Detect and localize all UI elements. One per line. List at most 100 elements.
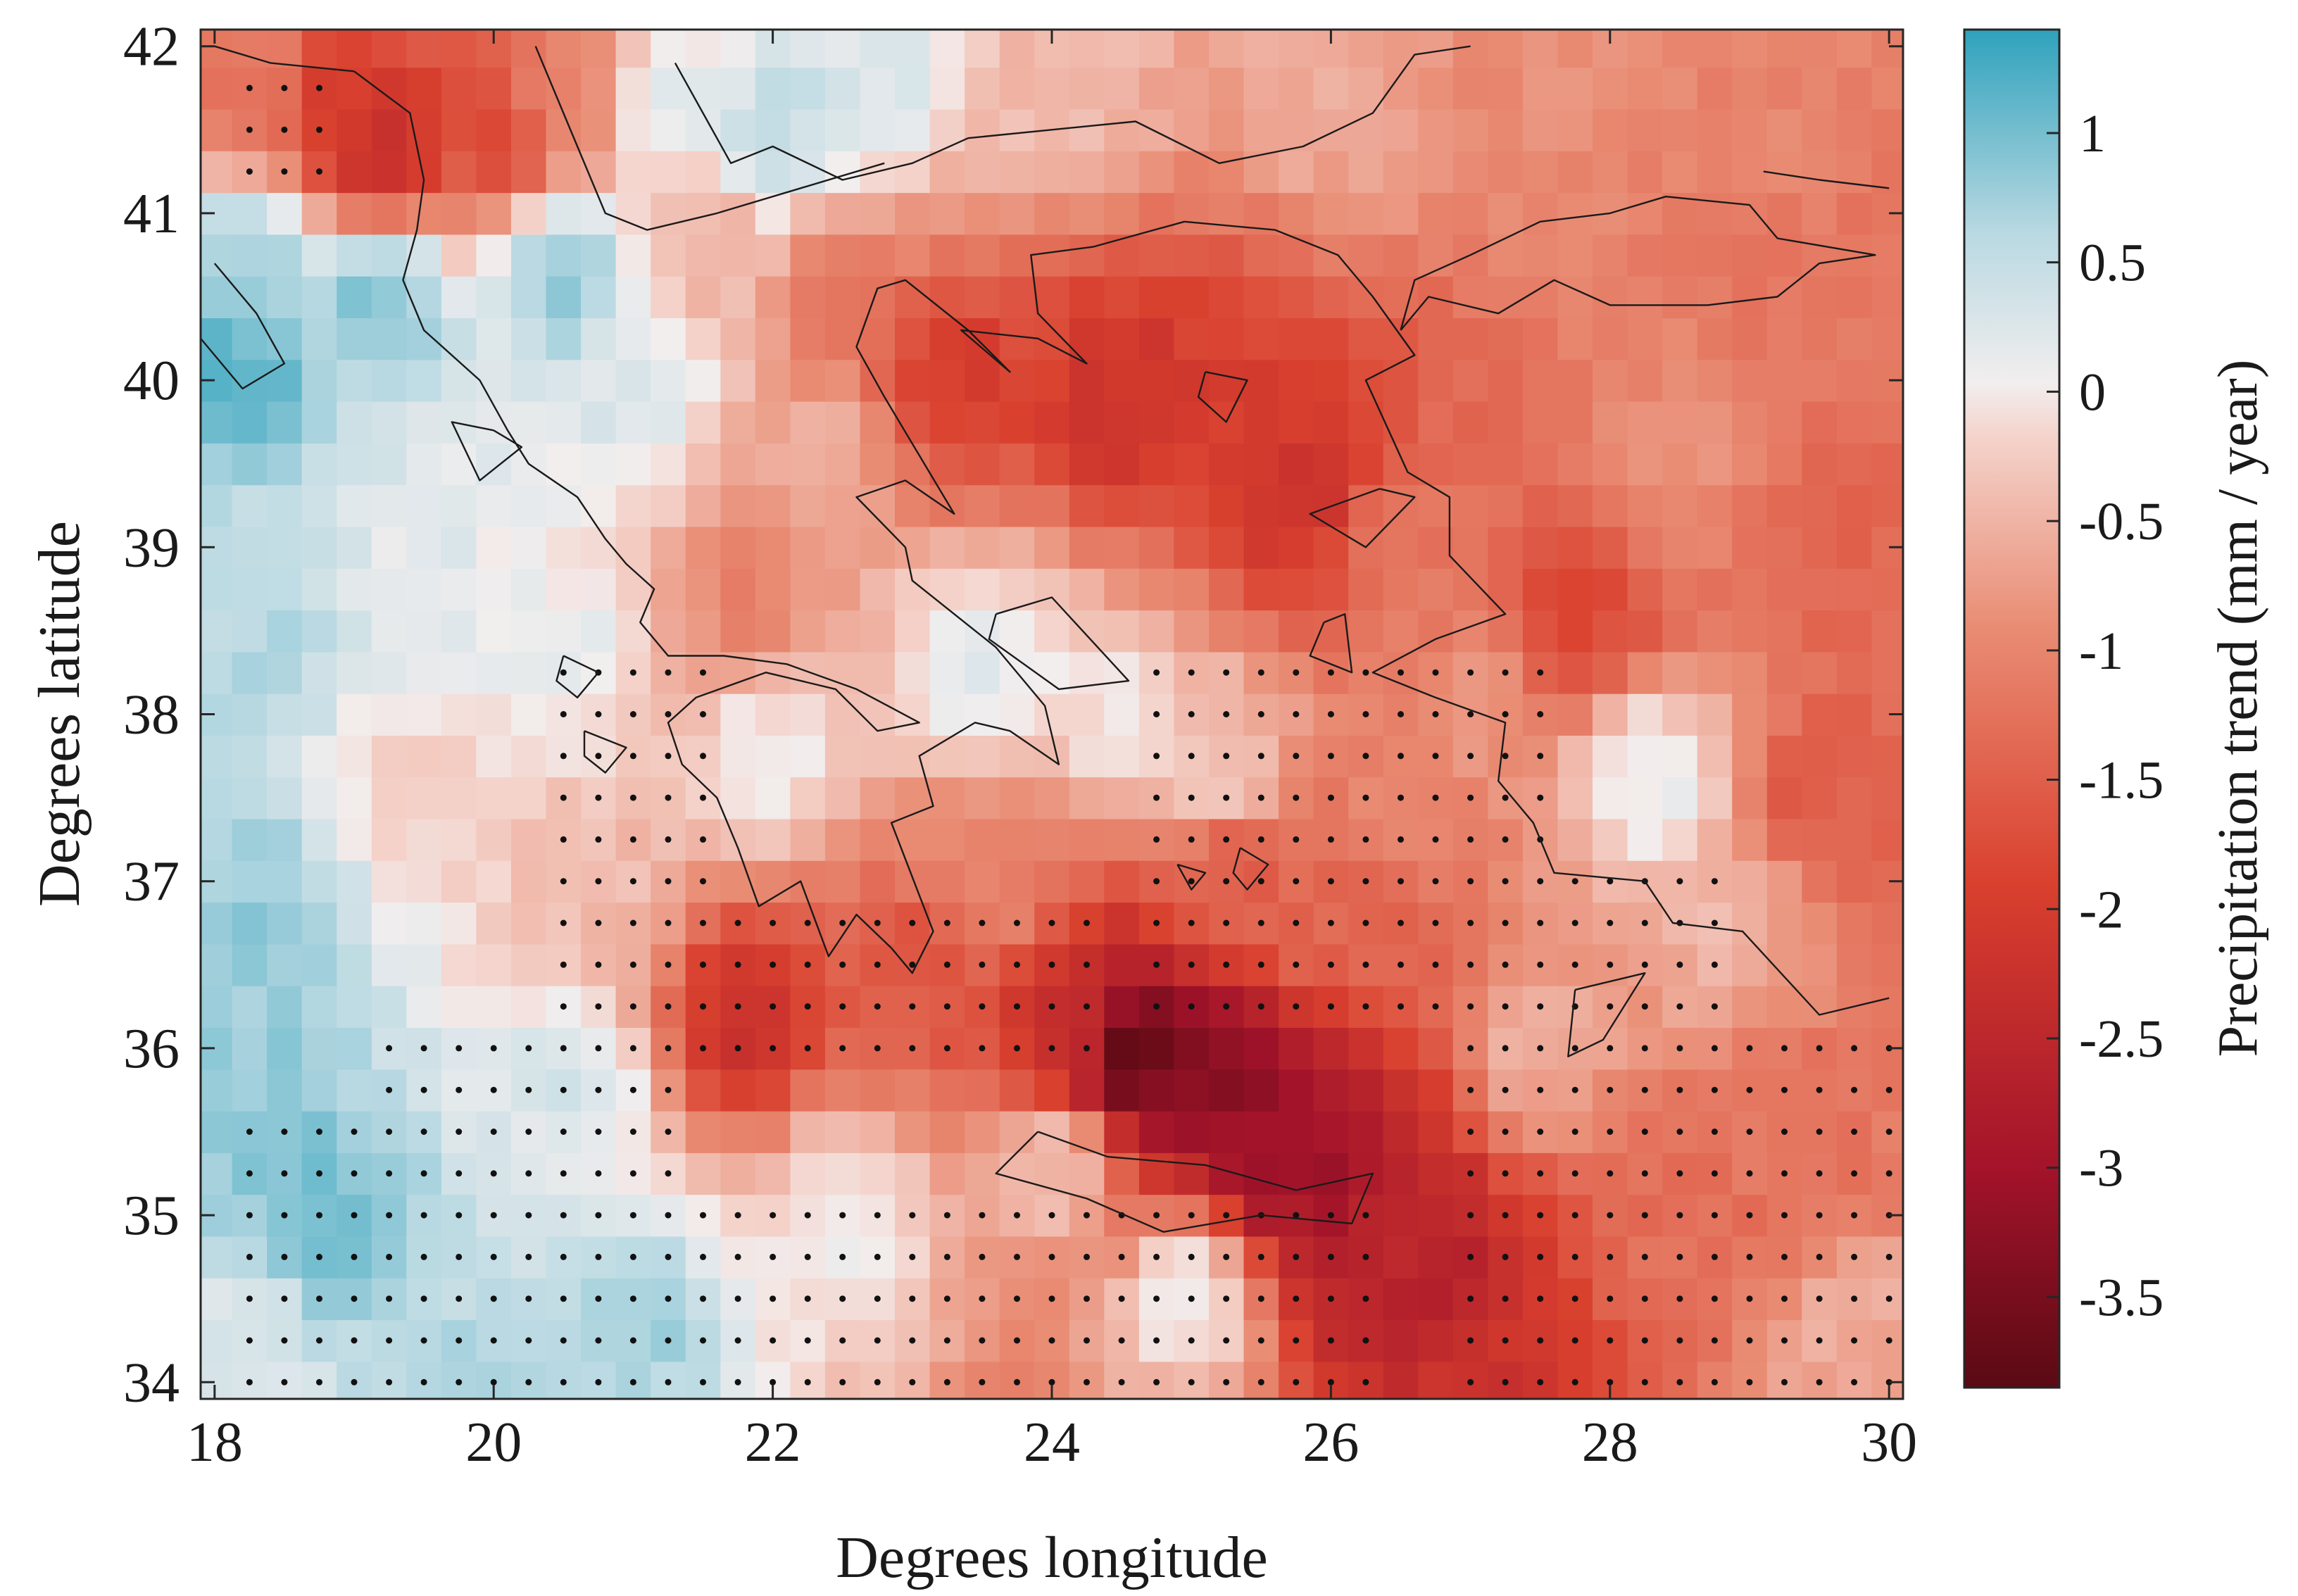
significance-dot	[1502, 753, 1509, 760]
significance-dot	[281, 1212, 288, 1219]
heatmap-cell	[201, 1069, 233, 1112]
significance-dot	[770, 961, 777, 968]
heatmap-cell	[337, 651, 372, 694]
significance-dot	[665, 794, 672, 801]
significance-dot	[1467, 836, 1474, 843]
significance-dot	[1851, 1086, 1858, 1093]
heatmap-cell	[371, 818, 408, 861]
heatmap-cell	[895, 693, 931, 736]
heatmap-cell	[1557, 67, 1593, 110]
heatmap-cell	[1802, 985, 1838, 1028]
significance-dot	[1607, 1295, 1614, 1302]
heatmap-cell	[1732, 610, 1768, 653]
heatmap-cell	[1627, 401, 1663, 444]
heatmap-cell	[1557, 108, 1593, 151]
heatmap-cell	[685, 234, 721, 277]
significance-dot	[1362, 669, 1369, 676]
heatmap-cell	[1836, 526, 1873, 569]
significance-dot	[665, 1045, 672, 1052]
heatmap-cell	[1871, 735, 1903, 778]
significance-dot	[1816, 1086, 1823, 1093]
heatmap-cell	[1279, 318, 1314, 360]
heatmap-cell	[232, 401, 268, 444]
significance-dot	[1293, 1003, 1300, 1010]
heatmap-cell	[546, 234, 582, 277]
heatmap-cell	[965, 318, 1000, 360]
x-tick-label: 24	[1024, 1412, 1080, 1474]
significance-dot	[1467, 669, 1474, 676]
colorbar-tick-label: -0.5	[2079, 492, 2164, 551]
heatmap-cell	[1034, 484, 1070, 527]
heatmap-cell	[720, 693, 756, 736]
significance-dot	[874, 1295, 881, 1302]
significance-dot	[1816, 1170, 1823, 1177]
significance-dot	[1257, 1378, 1264, 1385]
heatmap-cell	[1488, 318, 1524, 360]
heatmap-cell	[651, 401, 686, 444]
significance-dot	[1641, 1295, 1648, 1302]
significance-dot	[595, 711, 602, 717]
significance-dot	[316, 1337, 322, 1344]
heatmap-cell	[1069, 443, 1105, 486]
significance-dot	[1188, 669, 1195, 676]
significance-dot	[1676, 878, 1683, 885]
heatmap-cell	[1313, 1069, 1349, 1112]
significance-dot	[1223, 1003, 1230, 1010]
significance-dot	[1816, 1129, 1823, 1135]
heatmap-cell	[1418, 1152, 1454, 1195]
significance-dot	[1885, 1337, 1892, 1344]
significance-dot	[1188, 1337, 1195, 1344]
heatmap-cell	[1697, 359, 1733, 402]
heatmap-cell	[1802, 610, 1838, 653]
heatmap-cell	[371, 860, 408, 903]
significance-dot	[1432, 919, 1439, 926]
heatmap-cell	[371, 151, 408, 194]
heatmap-cell	[1174, 1069, 1210, 1112]
heatmap-cell	[999, 401, 1035, 444]
heatmap-cell	[824, 67, 861, 110]
heatmap-cell	[1452, 401, 1489, 444]
heatmap-cell	[1034, 234, 1070, 277]
heatmap-cell	[651, 108, 686, 151]
heatmap-cell	[860, 359, 896, 402]
heatmap-cell	[755, 67, 791, 110]
significance-dot	[1084, 1295, 1090, 1302]
significance-dot	[665, 1086, 672, 1093]
heatmap-cell	[1348, 234, 1384, 277]
significance-dot	[1676, 1086, 1683, 1093]
heatmap-cell	[301, 318, 337, 360]
significance-dot	[1502, 1253, 1509, 1260]
heatmap-cell	[790, 693, 826, 736]
heatmap-cell	[1138, 275, 1175, 318]
heatmap-cell	[1766, 192, 1803, 235]
significance-dot	[1188, 961, 1195, 968]
significance-dot	[665, 1212, 672, 1219]
significance-dot	[420, 1045, 427, 1052]
significance-dot	[1327, 836, 1334, 843]
heatmap-cell	[824, 568, 861, 611]
heatmap-cell	[755, 275, 791, 318]
significance-dot	[1153, 961, 1160, 968]
heatmap-cell	[929, 777, 965, 819]
heatmap-cell	[511, 30, 547, 68]
significance-dot	[770, 1003, 777, 1010]
significance-dot	[560, 1295, 567, 1302]
heatmap-cell	[685, 526, 721, 569]
significance-dot	[351, 1337, 358, 1344]
significance-dot	[386, 1295, 393, 1302]
heatmap-cell	[1732, 484, 1768, 527]
heatmap-cell	[1766, 610, 1803, 653]
significance-dot	[1257, 961, 1264, 968]
heatmap-cell	[441, 151, 477, 194]
heatmap-cell	[301, 651, 337, 694]
heatmap-cell	[371, 318, 408, 360]
significance-dot	[1711, 1129, 1718, 1135]
coastline	[995, 1131, 1374, 1233]
heatmap-cell	[615, 526, 651, 569]
significance-dot	[1537, 1086, 1544, 1093]
significance-dot	[1084, 1337, 1090, 1344]
significance-dot	[734, 1378, 741, 1385]
heatmap-cell	[406, 902, 442, 945]
heatmap-cell	[1174, 443, 1210, 486]
significance-dot	[1153, 1003, 1160, 1010]
